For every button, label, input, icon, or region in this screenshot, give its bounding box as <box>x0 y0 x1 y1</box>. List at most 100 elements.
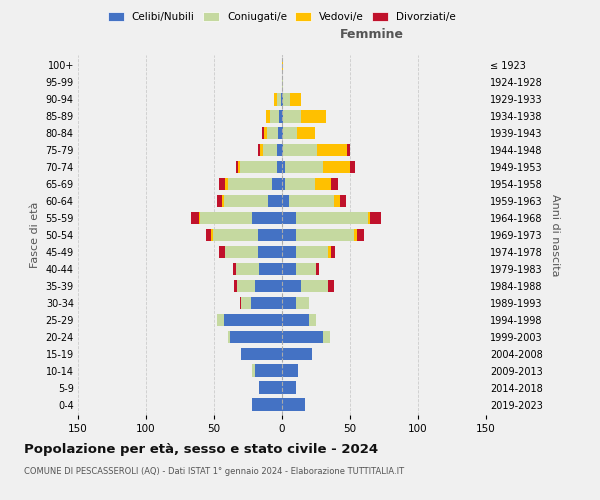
Bar <box>268 194 282 207</box>
Bar <box>277 160 282 173</box>
Bar <box>282 126 283 140</box>
Text: Popolazione per età, sesso e stato civile - 2024: Popolazione per età, sesso e stato civil… <box>24 442 378 456</box>
Bar <box>368 212 370 224</box>
Bar <box>240 296 241 310</box>
Text: COMUNE DI PESCASSEROLI (AQ) - Dati ISTAT 1° gennaio 2024 - Elaborazione TUTTITAL: COMUNE DI PESCASSEROLI (AQ) - Dati ISTAT… <box>24 468 404 476</box>
Bar <box>277 144 282 156</box>
Bar <box>255 280 282 292</box>
Bar <box>282 364 298 377</box>
Bar <box>357 228 364 241</box>
Bar <box>282 382 296 394</box>
Bar <box>283 93 290 106</box>
Y-axis label: Fasce di età: Fasce di età <box>30 202 40 268</box>
Bar <box>282 160 285 173</box>
Bar <box>282 296 296 310</box>
Bar <box>212 228 257 241</box>
Bar <box>211 228 212 241</box>
Bar <box>285 160 323 173</box>
Bar <box>225 246 257 258</box>
Bar <box>206 228 211 241</box>
Bar <box>282 110 283 122</box>
Bar <box>350 160 355 173</box>
Bar <box>230 330 282 344</box>
Bar <box>296 246 328 258</box>
Bar <box>277 93 281 106</box>
Bar <box>251 296 282 310</box>
Bar <box>233 262 236 276</box>
Bar <box>297 126 314 140</box>
Bar <box>331 178 338 190</box>
Bar <box>257 246 282 258</box>
Bar <box>282 144 283 156</box>
Bar <box>255 364 282 377</box>
Bar <box>263 144 277 156</box>
Bar <box>283 110 301 122</box>
Bar <box>347 144 350 156</box>
Bar <box>370 212 381 224</box>
Bar <box>224 194 268 207</box>
Bar <box>260 144 263 156</box>
Bar <box>334 194 340 207</box>
Bar <box>252 398 282 411</box>
Bar <box>282 212 296 224</box>
Bar <box>283 144 317 156</box>
Bar <box>296 296 309 310</box>
Bar <box>282 330 323 344</box>
Bar <box>282 59 283 72</box>
Bar <box>266 110 270 122</box>
Bar <box>290 93 301 106</box>
Bar <box>191 212 199 224</box>
Bar <box>283 126 297 140</box>
Bar <box>282 178 285 190</box>
Bar <box>224 314 282 326</box>
Bar <box>328 280 334 292</box>
Bar <box>282 246 296 258</box>
Bar <box>281 93 282 106</box>
Y-axis label: Anni di nascita: Anni di nascita <box>550 194 560 276</box>
Bar <box>236 160 238 173</box>
Bar <box>272 178 282 190</box>
Bar <box>328 246 331 258</box>
Bar <box>323 160 350 173</box>
Bar <box>314 178 331 190</box>
Bar <box>241 348 282 360</box>
Bar <box>270 110 279 122</box>
Bar <box>282 280 301 292</box>
Bar <box>199 212 200 224</box>
Bar <box>282 93 283 106</box>
Bar <box>282 314 309 326</box>
Bar <box>236 262 259 276</box>
Bar <box>225 178 227 190</box>
Bar <box>222 194 224 207</box>
Bar <box>282 194 289 207</box>
Bar <box>252 212 282 224</box>
Bar <box>200 212 252 224</box>
Bar <box>265 126 267 140</box>
Bar <box>282 228 296 241</box>
Bar <box>267 126 278 140</box>
Bar <box>282 348 312 360</box>
Bar <box>220 246 225 258</box>
Bar <box>331 246 335 258</box>
Bar <box>241 296 251 310</box>
Bar <box>289 194 334 207</box>
Bar <box>252 364 255 377</box>
Bar <box>259 382 282 394</box>
Bar <box>301 110 326 122</box>
Bar <box>227 330 230 344</box>
Bar <box>279 110 282 122</box>
Bar <box>340 194 346 207</box>
Bar <box>259 262 282 276</box>
Bar <box>278 126 282 140</box>
Bar <box>235 280 237 292</box>
Bar <box>217 194 222 207</box>
Bar <box>257 228 282 241</box>
Legend: Celibi/Nubili, Coniugati/e, Vedovi/e, Divorziati/e: Celibi/Nubili, Coniugati/e, Vedovi/e, Di… <box>104 8 460 26</box>
Bar <box>240 160 277 173</box>
Bar <box>317 144 347 156</box>
Bar <box>282 398 305 411</box>
Bar <box>309 314 316 326</box>
Bar <box>354 228 357 241</box>
Bar <box>237 280 255 292</box>
Bar <box>217 314 224 326</box>
